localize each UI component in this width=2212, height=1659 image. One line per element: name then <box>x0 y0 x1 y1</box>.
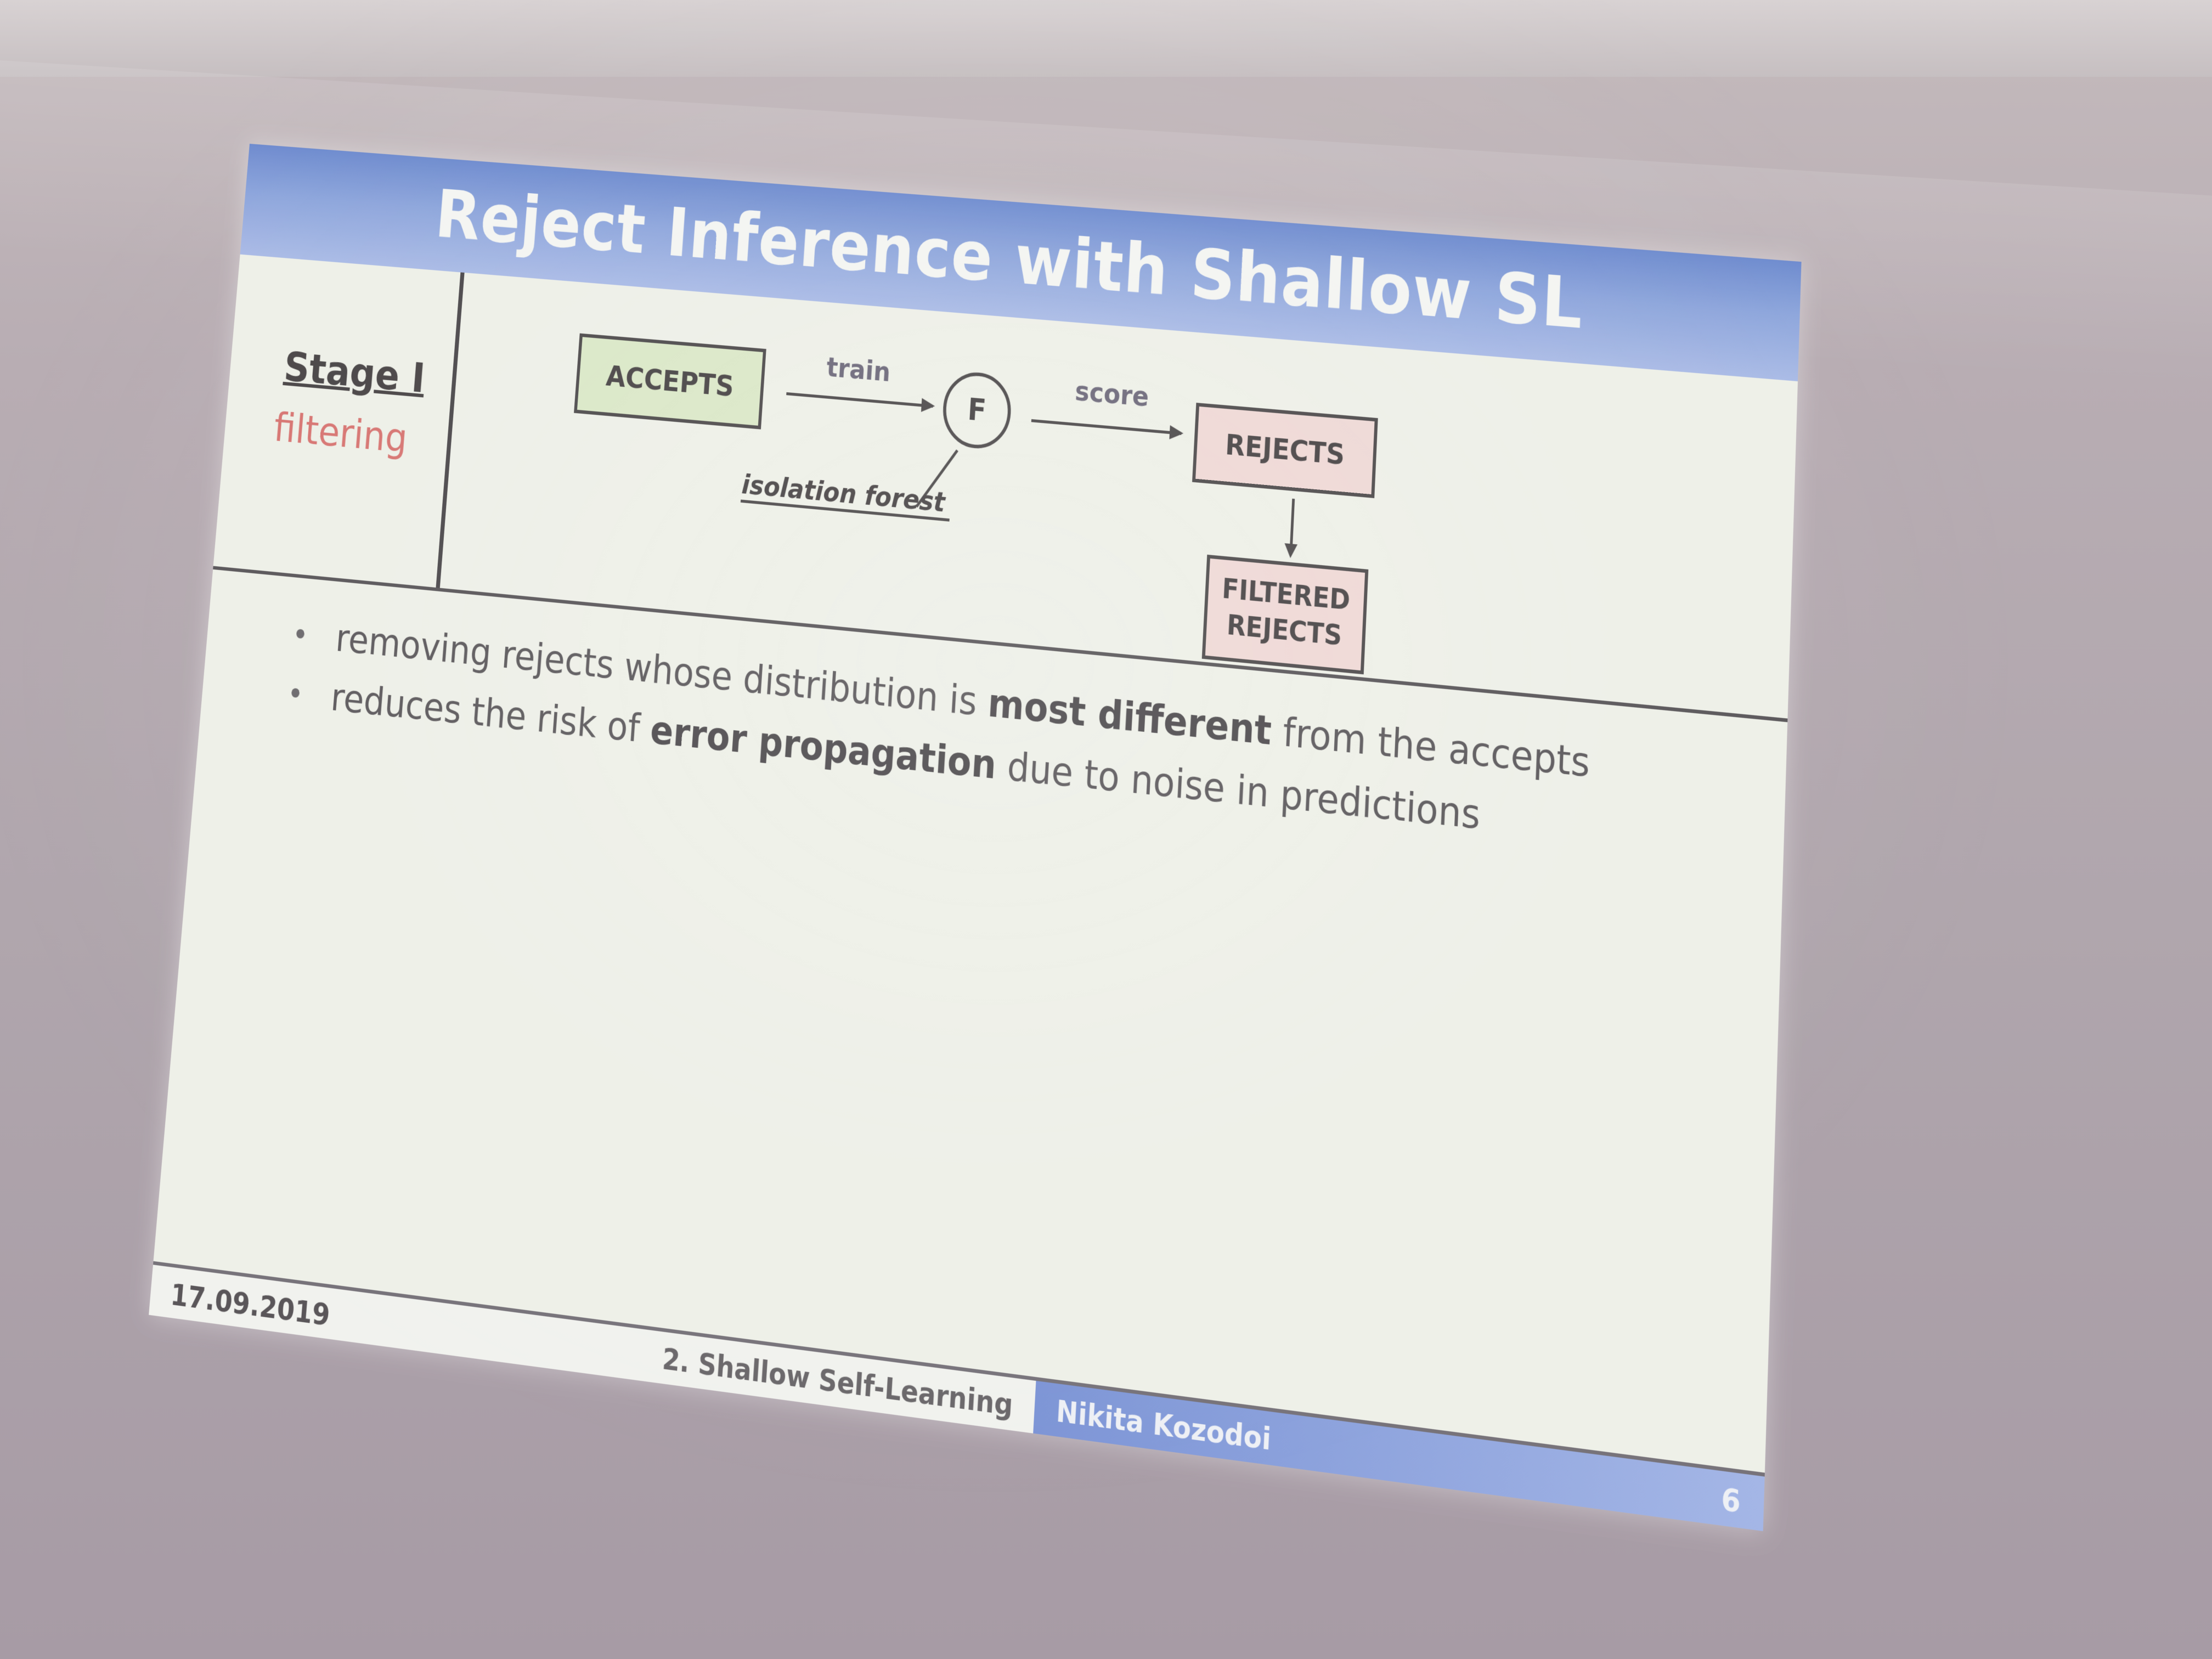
score-arrow <box>1031 419 1182 435</box>
train-arrow <box>786 392 933 408</box>
stage-label: Stage I <box>283 342 427 402</box>
score-label: score <box>1074 375 1149 413</box>
bullet-dot-icon <box>291 688 300 698</box>
footer-date: 17.09.2019 <box>169 1277 331 1333</box>
rejects-box: REJECTS <box>1192 403 1378 498</box>
projected-slide: Reject Inference with Shallow SL Stage I… <box>149 144 1801 1531</box>
stage-name: filtering <box>272 404 409 462</box>
page-number: 6 <box>1721 1481 1741 1520</box>
model-node: F <box>941 370 1013 451</box>
bullet-list: removing rejects whose distribution is m… <box>284 611 1713 878</box>
stage-panel: Stage I filtering <box>213 255 464 591</box>
slide-title: Reject Inference with Shallow SL <box>241 160 1801 362</box>
bullet-dot-icon <box>296 629 305 639</box>
footer-author: Nikita Kozodoi <box>1056 1393 1272 1457</box>
filtered-rejects-box: FILTERED REJECTS <box>1202 555 1369 674</box>
filter-arrow <box>1290 499 1295 548</box>
footer-section: 2. Shallow Self-Learning <box>661 1342 1014 1423</box>
footer-right: Nikita Kozodoi 6 <box>1033 1377 1765 1531</box>
title-bar: Reject Inference with Shallow SL <box>240 144 1802 381</box>
isolation-forest-label: isolation forest <box>741 469 951 522</box>
accepts-box: ACCEPTS <box>574 334 766 430</box>
train-label: train <box>826 351 891 388</box>
bullet-emphasis: most different <box>986 680 1272 754</box>
footer-left: 17.09.2019 2. Shallow Self-Learning <box>149 1261 1036 1434</box>
